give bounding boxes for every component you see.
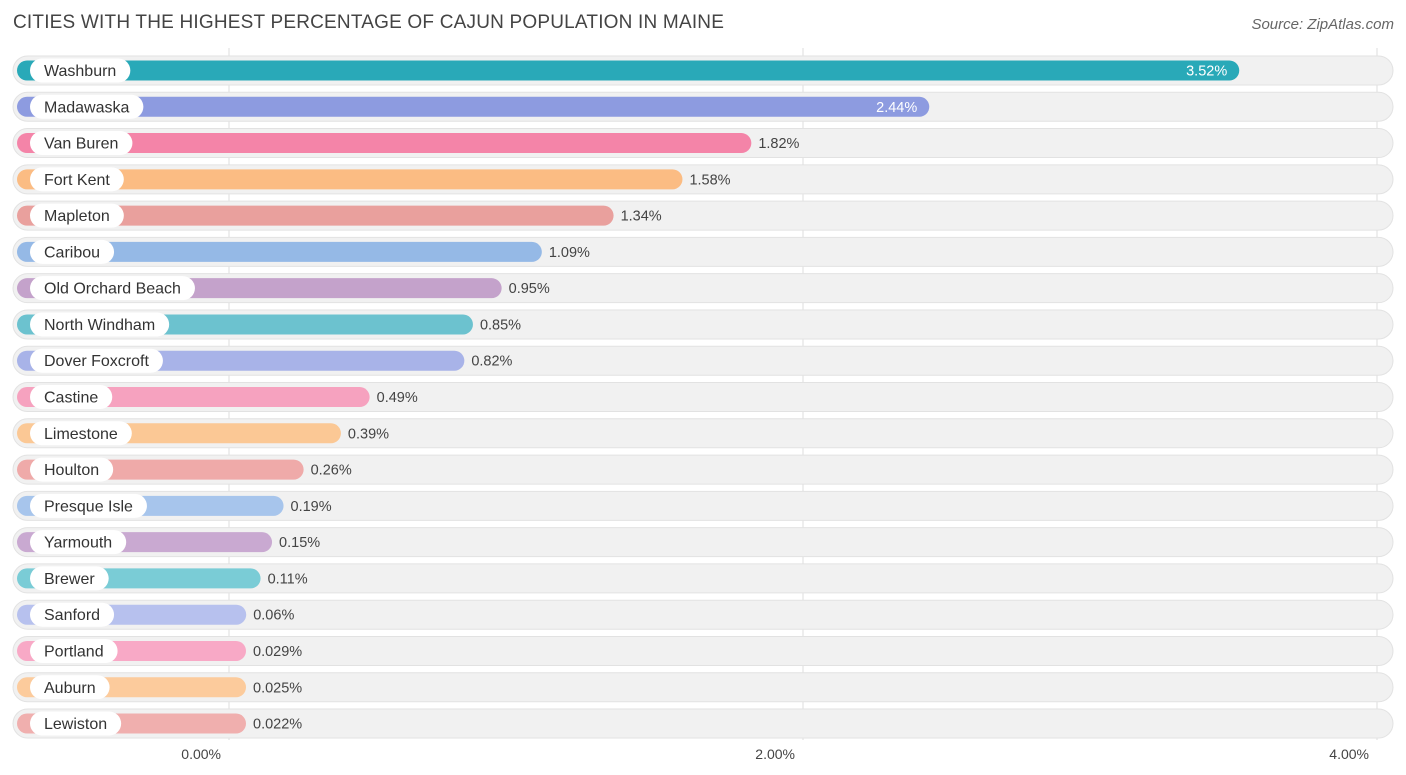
value-label: 0.95% xyxy=(509,281,550,297)
bar-row: Fort Kent 1.58% xyxy=(12,164,1394,195)
category-label-pill xyxy=(30,530,127,555)
category-label-pill xyxy=(30,203,124,228)
value-label: 0.49% xyxy=(377,390,418,406)
category-label: Mapleton xyxy=(44,208,110,225)
category-label-pill xyxy=(30,94,144,119)
value-label: 0.85% xyxy=(480,317,521,333)
category-label-pill xyxy=(30,276,195,301)
bar-row: Limestone 0.39% xyxy=(12,418,1394,449)
category-label: Brewer xyxy=(44,571,95,588)
bar-row: Dover Foxcroft 0.82% xyxy=(12,345,1394,376)
value-label: 1.09% xyxy=(549,245,590,261)
bar-track xyxy=(12,672,1394,703)
bar xyxy=(17,205,614,226)
category-label-pill xyxy=(30,675,110,700)
bar-row: Sanford 0.06% xyxy=(12,599,1394,630)
category-label: Sanford xyxy=(44,607,100,624)
bar-row: Mapleton 1.34% xyxy=(12,200,1394,231)
category-label: Fort Kent xyxy=(44,172,110,189)
value-label: 0.11% xyxy=(268,571,308,587)
value-label: 0.15% xyxy=(279,535,320,551)
category-label: Castine xyxy=(44,390,98,407)
bar-track xyxy=(12,599,1394,630)
x-axis-ticks: 0.00% 2.00% 4.00% xyxy=(181,746,1369,762)
category-label: Auburn xyxy=(44,680,96,697)
value-label: 0.029% xyxy=(253,644,302,660)
bar-row: Castine 0.49% xyxy=(12,382,1394,413)
bar-row: Lewiston 0.022% xyxy=(12,708,1394,739)
bar xyxy=(17,169,683,190)
value-label: 3.52% xyxy=(1186,64,1227,80)
x-tick-label: 0.00% xyxy=(181,746,221,762)
bar xyxy=(17,133,752,154)
bar-row: North Windham 0.85% xyxy=(12,309,1394,340)
category-label: Lewiston xyxy=(44,716,107,733)
category-label-pill xyxy=(30,167,124,192)
bar xyxy=(17,241,542,262)
x-tick-label: 2.00% xyxy=(755,746,795,762)
category-label-pill xyxy=(30,385,113,410)
value-label: 1.82% xyxy=(758,136,799,152)
bar-row: Brewer 0.11% xyxy=(12,563,1394,594)
value-label: 0.39% xyxy=(348,426,389,442)
bar-rows: Washburn 3.52% Madawaska 2.44% Van Buren 1.82… xyxy=(12,55,1394,739)
category-label-pill xyxy=(30,493,147,518)
category-label-pill xyxy=(30,312,170,337)
x-tick-label: 4.00% xyxy=(1329,746,1369,762)
category-label: Presque Isle xyxy=(44,498,133,515)
value-label: 1.34% xyxy=(621,209,662,225)
bar-row: Houlton 0.26% xyxy=(12,454,1394,485)
category-label: Yarmouth xyxy=(44,535,112,552)
bar-row: Yarmouth 0.15% xyxy=(12,527,1394,558)
category-label: Old Orchard Beach xyxy=(44,281,181,298)
category-label: Limestone xyxy=(44,426,118,443)
bar-row: Auburn 0.025% xyxy=(12,672,1394,703)
category-label-pill xyxy=(30,566,109,591)
value-label: 0.82% xyxy=(471,354,512,370)
category-label-pill xyxy=(30,602,115,627)
bar-track xyxy=(12,563,1394,594)
category-label: Houlton xyxy=(44,462,99,479)
bar-track xyxy=(12,635,1394,666)
value-label: 0.025% xyxy=(253,680,302,696)
bar xyxy=(17,60,1240,81)
bar-track xyxy=(12,527,1394,558)
category-label-pill xyxy=(30,131,133,156)
category-label-pill xyxy=(30,58,131,83)
value-label: 0.26% xyxy=(311,463,352,479)
category-label-pill xyxy=(30,638,118,663)
chart-title: CITIES WITH THE HIGHEST PERCENTAGE OF CA… xyxy=(13,12,725,33)
category-label: Dover Foxcroft xyxy=(44,353,149,370)
bar-row: Old Orchard Beach 0.95% xyxy=(12,273,1394,304)
bar-row: Presque Isle 0.19% xyxy=(12,490,1394,521)
category-label: North Windham xyxy=(44,317,155,334)
value-label: 0.06% xyxy=(253,608,294,624)
bar-row: Caribou 1.09% xyxy=(12,236,1394,267)
value-label: 2.44% xyxy=(876,100,917,116)
bar-track xyxy=(12,418,1394,449)
bar-track xyxy=(12,708,1394,739)
value-label: 0.022% xyxy=(253,717,302,733)
category-label-pill xyxy=(30,239,115,264)
category-label-pill xyxy=(30,348,163,373)
bar-row: Portland 0.029% xyxy=(12,635,1394,666)
category-label: Van Buren xyxy=(44,136,118,153)
value-label: 0.19% xyxy=(291,499,332,515)
bar-row: Washburn 3.52% xyxy=(12,55,1394,86)
category-label: Madawaska xyxy=(44,99,129,116)
category-label-pill xyxy=(30,711,122,736)
bar-row: Madawaska 2.44% xyxy=(12,91,1394,122)
chart-source: Source: ZipAtlas.com xyxy=(1251,16,1394,33)
bar-track xyxy=(12,454,1394,485)
category-label: Caribou xyxy=(44,244,100,261)
value-label: 1.58% xyxy=(689,172,730,188)
category-label: Washburn xyxy=(44,63,116,80)
bar xyxy=(17,96,930,117)
category-label-pill xyxy=(30,457,114,482)
category-label: Portland xyxy=(44,643,104,660)
category-label-pill xyxy=(30,421,132,446)
bar-row: Van Buren 1.82% xyxy=(12,128,1394,159)
bar-track xyxy=(12,490,1394,521)
